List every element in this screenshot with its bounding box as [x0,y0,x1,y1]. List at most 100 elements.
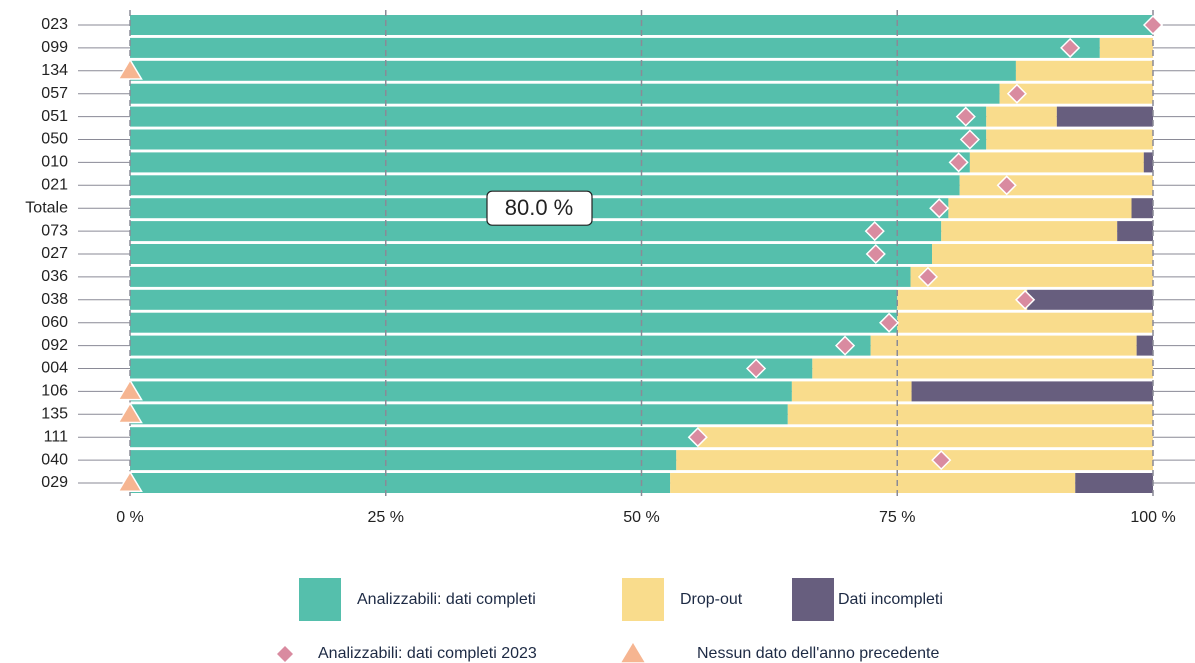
legend-label: Drop-out [680,591,743,608]
bar-segment [130,244,933,264]
diamond-marker [865,243,886,265]
bar-segment [130,427,698,448]
y-tick-label: 036 [41,268,68,285]
y-tick-label: 021 [41,177,68,194]
bar-segment [999,83,1153,104]
bar-segment [130,404,788,425]
triangle-marker [117,470,143,492]
bar-segment [130,312,898,333]
bar-segment [130,83,1000,104]
y-tick-label: 092 [41,337,68,354]
x-tick-label: 100 % [1130,509,1175,526]
legend-swatch [622,578,664,621]
bar-segment [897,289,1028,310]
bar-segment [130,450,677,471]
bar-segment [986,129,1153,150]
diamond-marker [917,266,939,287]
bar-segment [676,450,1153,471]
y-tick-label: 029 [41,474,68,491]
y-tick-label: 057 [41,85,68,102]
bar-segment [130,335,871,356]
diamond-marker [931,450,952,471]
bar-segment [130,129,987,150]
diamond-marker [948,152,969,173]
bar-segment [130,152,970,173]
bar-segment [130,473,671,493]
y-tick-label: 040 [41,451,68,468]
legend-label: Analizzabili: dati completi 2023 [318,645,537,662]
y-tick-label: 050 [41,131,68,148]
diamond-marker [955,106,976,127]
y-tick-label: 073 [41,222,68,239]
diamond-marker [687,427,708,448]
diamond-marker [929,198,950,219]
bar-segment [959,175,1153,196]
diamond-marker [1142,14,1164,36]
y-tick-label: 051 [41,108,68,125]
bar-segment [1027,289,1153,310]
bar-segment [787,404,1153,425]
legend-marker [277,646,293,662]
y-tick-label: 135 [41,406,68,423]
bar-segment [130,37,1100,58]
triangle-marker [117,378,143,401]
bar-segment [969,152,1144,173]
y-tick-label: 023 [41,16,68,33]
bar-segment [941,221,1118,242]
annotation-box [486,190,593,226]
y-tick-label: 004 [41,360,68,377]
annotation-label: 80.0 % [505,195,574,220]
diamond-marker [959,129,980,150]
bar-segment [130,289,898,310]
legend-marker [621,643,645,663]
diamond-marker [1015,289,1036,310]
bar-segment [1099,37,1153,58]
y-tick-label: 060 [41,314,68,331]
diamond-marker [879,312,900,333]
y-tick-label: Totale [25,199,68,216]
legend-label: Nessun dato dell'anno precedente [697,645,939,662]
x-tick-label: 75 % [879,509,915,526]
bar-segment [130,358,813,379]
x-tick-label: 0 % [116,509,144,526]
bar-segment [130,175,960,196]
bar-segment [812,358,1153,379]
bar-segment [932,244,1153,264]
bar-segment [948,198,1132,219]
y-tick-label: 038 [41,291,68,308]
y-tick-label: 134 [41,62,68,79]
y-tick-label: 027 [41,245,68,262]
diamond-marker [1060,37,1081,58]
bar-segment [1131,198,1153,219]
legend-label: Analizzabili: dati completi [357,591,536,608]
x-tick-label: 50 % [623,509,659,526]
bar-segment [791,381,912,402]
y-tick-label: 010 [41,154,68,171]
diamond-marker [1006,83,1028,104]
y-tick-label: 111 [44,428,68,445]
bar-segment [1015,60,1153,81]
bar-segment [986,106,1057,127]
bar-segment [910,266,1153,287]
bar-segment [1143,152,1153,173]
x-tick-label: 25 % [368,509,404,526]
bar-segment [1136,335,1153,356]
bar-segment [130,221,942,242]
bar-segment [1056,106,1153,127]
legend-label: Dati incompleti [838,591,943,608]
bar-segment [130,381,792,402]
bar-segment [697,427,1153,448]
legend-swatch [299,578,341,621]
diamond-marker [746,358,767,379]
legend-swatch [792,578,834,621]
bar-segment [130,266,911,287]
bar-segment [1075,473,1153,493]
annotation: 80.0 % [486,190,593,226]
bar-segment [870,335,1137,356]
bar-segment [130,106,987,127]
triangle-marker [117,401,143,424]
diamond-marker [996,175,1017,196]
bar-segment [670,473,1076,493]
bar-segment [897,312,1153,333]
